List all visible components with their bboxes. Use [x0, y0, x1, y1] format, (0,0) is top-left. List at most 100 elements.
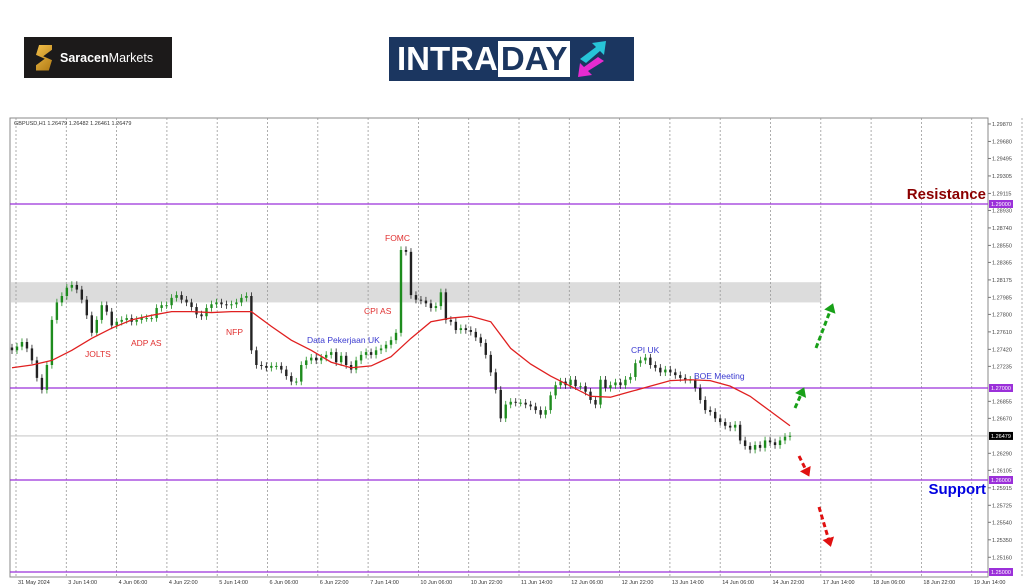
candle	[524, 399, 527, 409]
candle-body	[709, 410, 712, 412]
candle-body	[464, 328, 468, 331]
candle-body	[644, 357, 647, 361]
candle-body	[639, 360, 642, 364]
candle	[469, 326, 473, 336]
annotation-cpi-uk: CPI UK	[631, 345, 660, 355]
candle-body	[569, 379, 572, 386]
candle-body	[489, 354, 492, 373]
candle	[285, 365, 288, 380]
annotation-boe-meeting: BOE Meeting	[694, 371, 745, 381]
candle	[579, 382, 582, 390]
candle	[728, 422, 732, 432]
candle	[713, 408, 717, 423]
x-tick-label: 11 Jun 14:00	[521, 580, 552, 586]
candle	[753, 441, 757, 454]
saracen-s-icon	[36, 44, 52, 71]
candle-body	[783, 436, 787, 441]
y-tick-label: 1.26855	[992, 399, 1012, 405]
candle-body	[519, 402, 522, 404]
candle-body	[140, 318, 143, 320]
candle-body	[594, 399, 597, 405]
candle	[409, 248, 413, 299]
candle-body	[514, 401, 517, 403]
arrow-head	[824, 303, 836, 314]
y-tick-label: 1.25350	[992, 538, 1012, 544]
candle	[15, 342, 19, 354]
candle	[230, 300, 233, 309]
x-tick-label: 6 Jun 22:00	[320, 580, 349, 586]
candle	[619, 378, 622, 389]
candle	[315, 353, 318, 365]
x-tick-label: 10 Jun 06:00	[420, 580, 452, 586]
candle	[504, 400, 507, 423]
x-tick-label: 19 Jun 14:00	[974, 580, 1006, 586]
candle	[75, 281, 79, 294]
candle	[305, 356, 308, 369]
arrow-up-icon	[814, 303, 836, 349]
candle	[55, 298, 59, 324]
annotation-nfp: NFP	[226, 327, 243, 337]
candle-body	[559, 381, 562, 386]
candle	[429, 299, 433, 312]
candle-body	[788, 435, 792, 437]
candle	[100, 301, 103, 324]
candle-body	[459, 328, 463, 331]
current-price-tag	[989, 431, 1013, 440]
candle-body	[439, 292, 443, 307]
candle	[539, 406, 542, 419]
candle-body	[145, 318, 148, 320]
candle	[639, 356, 642, 367]
y-tick-label: 1.27420	[992, 347, 1012, 353]
candle	[359, 351, 363, 365]
y-tick-label: 1.27610	[992, 330, 1012, 336]
candle	[235, 298, 238, 308]
x-tick-label: 18 Jun 06:00	[873, 580, 905, 586]
candle	[145, 314, 148, 322]
candle	[165, 301, 168, 309]
candle-body	[419, 299, 423, 301]
candle-body	[679, 375, 682, 378]
candle-body	[509, 401, 512, 405]
candle	[95, 316, 98, 337]
candle-body	[504, 404, 507, 419]
candle-body	[704, 399, 707, 411]
candle-body	[65, 287, 69, 296]
candle-body	[15, 346, 19, 351]
current-price-label: 1.26479	[991, 434, 1011, 440]
y-tick-label: 1.29870	[992, 122, 1012, 128]
x-tick-label: 14 Jun 22:00	[773, 580, 805, 586]
candle-body	[743, 440, 747, 446]
x-tick-label: 6 Jun 06:00	[270, 580, 299, 586]
candle-body	[399, 250, 403, 333]
candle-body	[394, 332, 398, 341]
candle	[494, 368, 497, 394]
symbol-header: GBPUSD,H1 1.26479 1.26482 1.26461 1.2647…	[14, 121, 131, 127]
candle-body	[389, 340, 393, 345]
candle	[275, 362, 278, 370]
candle	[195, 303, 198, 319]
candle-body	[534, 406, 537, 411]
candle-body	[334, 352, 338, 363]
candle-body	[444, 292, 448, 320]
candle	[394, 329, 398, 344]
intraday-logo-text-a: INTRA	[397, 40, 498, 77]
candle	[788, 432, 792, 441]
candle	[674, 368, 677, 379]
candle	[369, 348, 373, 359]
candle	[25, 338, 29, 353]
candle	[65, 284, 69, 300]
candle	[634, 359, 637, 381]
candle	[20, 338, 24, 351]
candle-body	[210, 304, 213, 308]
candle-body	[230, 304, 233, 306]
candle-body	[434, 306, 438, 308]
y-tick-label: 1.27235	[992, 364, 1012, 370]
candle-body	[374, 350, 378, 355]
x-tick-label: 18 Jun 22:00	[923, 580, 955, 586]
candle-body	[329, 352, 333, 355]
candle	[773, 438, 777, 449]
candle-body	[539, 410, 542, 415]
y-tick-label: 1.26290	[992, 451, 1012, 457]
candle	[424, 296, 428, 308]
candle	[604, 376, 607, 392]
